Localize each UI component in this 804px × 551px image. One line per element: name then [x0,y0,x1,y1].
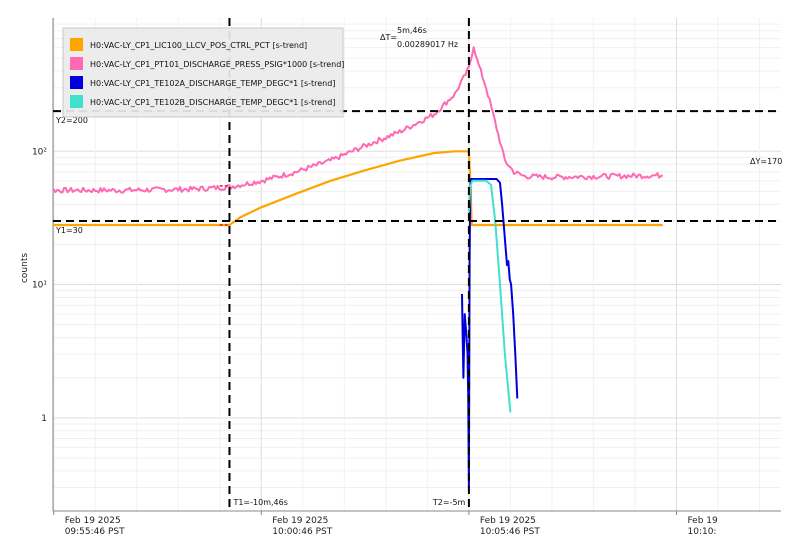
series-line-3 [461,178,519,489]
legend-swatch [70,57,83,70]
legend-swatch [70,38,83,51]
x-tick-label-time: 09:55:46 PST [65,527,125,537]
legend-swatch [70,76,83,89]
series-line-4 [467,179,512,413]
x-tick-label: Feb 19 [688,516,719,526]
grid [53,18,781,512]
delta-y-label: ΔY=170 [750,157,782,166]
x-tick-label: Feb 19 2025 [480,516,536,526]
legend-entry-label: H0:VAC-LY_CP1_PT101_DISCHARGE_PRESS_PSIG… [90,60,344,69]
t2-label: T2=-5m [432,498,466,507]
series-lines [53,46,664,489]
delta-t-value: 5m,46s [397,26,427,35]
delta-t-frequency: 0.00289017 Hz [397,40,458,49]
legend-swatch [70,95,83,108]
x-tick-label: Feb 19 2025 [65,516,121,526]
y1-label: Y1=30 [55,226,83,235]
series-line-2 [53,46,664,194]
x-tick-label-time: 10:10: [688,527,717,537]
x-tick-label: Feb 19 2025 [272,516,328,526]
y-tick-label: 1 [41,414,47,424]
series-line-1 [53,150,663,227]
legend-entry-label: H0:VAC-LY_CP1_TE102A_DISCHARGE_TEMP_DEGC… [90,79,335,88]
legend-entry-label: H0:VAC-LY_CP1_TE102B_DISCHARGE_TEMP_DEGC… [90,98,335,107]
delta-t-label: ΔT= [380,33,397,42]
y-tick-label: 10² [32,147,47,157]
legend-box [62,27,344,118]
x-tick-label-time: 10:00:46 PST [272,527,332,537]
y-axis-label: counts [20,253,30,283]
x-tick-label-time: 10:05:46 PST [480,527,540,537]
legend[interactable]: H0:VAC-LY_CP1_LIC100_LLCV_POS_CTRL_PCT [… [62,27,344,118]
axes [52,18,781,512]
t1-label: T1=-10m,46s [232,498,287,507]
y2-label: Y2=200 [55,116,88,125]
y-tick-label: 10¹ [32,281,47,291]
legend-entry-label: H0:VAC-LY_CP1_LIC100_LLCV_POS_CTRL_PCT [… [90,41,307,50]
